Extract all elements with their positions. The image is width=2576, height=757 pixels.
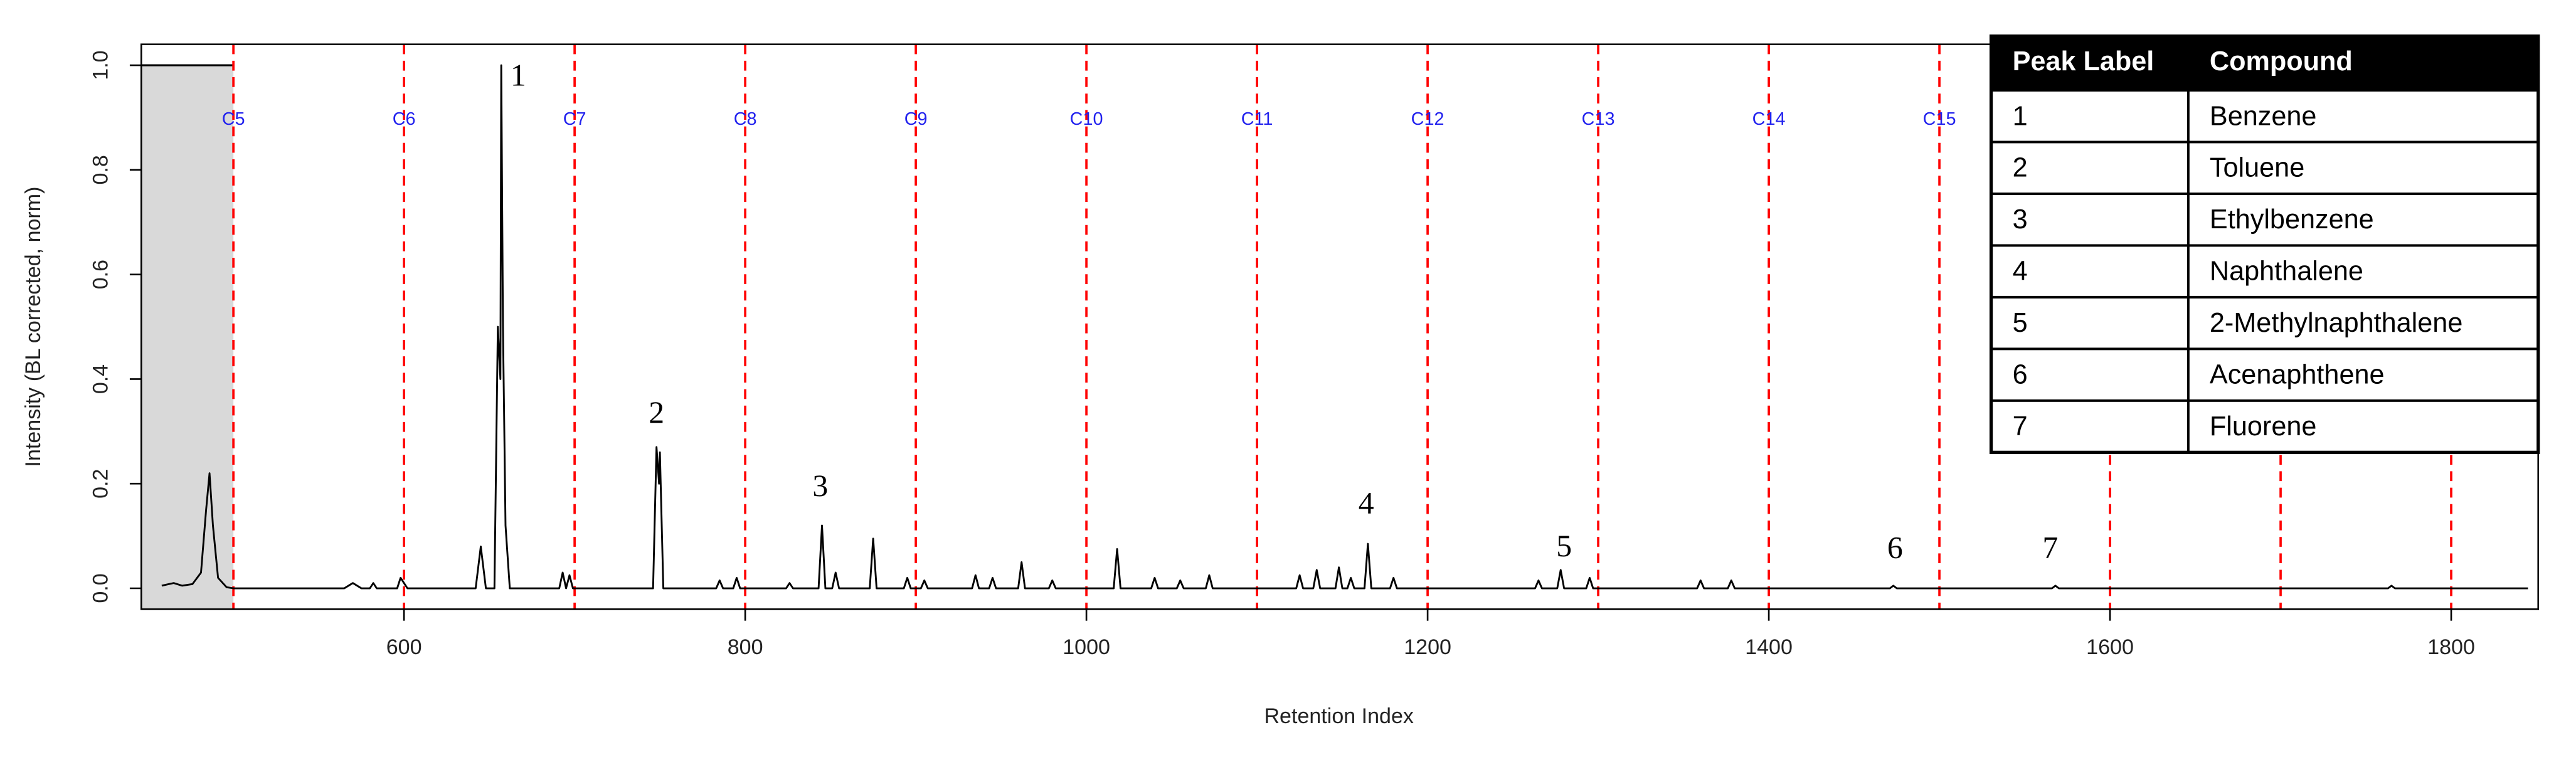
reference-label: C10	[1070, 109, 1103, 129]
reference-label: C9	[904, 109, 928, 129]
reference-label: C11	[1241, 109, 1273, 129]
table-row	[1990, 244, 2540, 299]
peak-annotation: 2	[649, 395, 664, 430]
peak-annotation: 4	[1359, 485, 1374, 520]
x-tick-label: 800	[728, 635, 763, 659]
table-header-cell: Compound	[2210, 46, 2353, 77]
table-cell: Naphthalene	[2210, 257, 2363, 287]
table-border	[1989, 34, 2540, 454]
table-row	[1990, 89, 2540, 144]
table-header-cell: Peak Label	[2013, 46, 2155, 77]
reference-label: C6	[393, 109, 416, 129]
reference-label: C5	[222, 109, 245, 129]
reference-label: C14	[1752, 109, 1786, 129]
reference-label: C15	[1923, 109, 1956, 129]
table-row	[1990, 192, 2540, 247]
y-axis-title: Intensity (BL corrected, norm)	[21, 187, 45, 467]
y-tick-label: 0.0	[88, 573, 112, 603]
table-cell: 2-Methylnaphthalene	[2210, 308, 2462, 338]
table-row	[1990, 140, 2540, 195]
table-cell: 5	[2013, 308, 2028, 338]
reference-label: C12	[1411, 109, 1444, 129]
y-tick-label: 1.0	[88, 50, 112, 80]
table-cell: 6	[2013, 360, 2028, 390]
table-cell: Benzene	[2210, 101, 2317, 131]
compound-table: Peak Label Compound 1 Benzene 2 Toluene 3 Ethyl…	[1989, 34, 2540, 454]
table-cell: Toluene	[2210, 153, 2304, 183]
x-tick-label: 600	[386, 635, 422, 659]
x-axis-title: Retention Index	[1264, 704, 1413, 728]
reference-label: C13	[1582, 109, 1615, 129]
table-cell: Ethylbenzene	[2210, 204, 2374, 235]
y-tick-label: 0.8	[88, 155, 112, 184]
table-header-bg	[1991, 36, 2538, 91]
chromatogram-line	[161, 64, 2528, 590]
reference-label: C7	[563, 109, 586, 129]
x-tick-label: 1600	[2086, 635, 2134, 659]
x-tick-label: 1200	[1404, 635, 1451, 659]
excluded-region	[141, 65, 234, 610]
table-cell: 4	[2013, 257, 2028, 287]
table-cell: 3	[2013, 204, 2028, 235]
table-cell: Fluorene	[2210, 411, 2316, 442]
peak-annotation: 6	[1887, 530, 1903, 564]
y-tick-label: 0.4	[88, 364, 112, 394]
x-tick-label: 1800	[2427, 635, 2475, 659]
peak-annotation: 5	[1556, 529, 1572, 563]
table-row	[1990, 347, 2540, 402]
reference-label: C8	[734, 109, 757, 129]
y-tick-label: 0.2	[88, 469, 112, 499]
peak-annotation: 1	[511, 58, 526, 92]
x-tick-label: 1000	[1063, 635, 1110, 659]
table-cell: Acenaphthene	[2210, 360, 2385, 390]
table-cell: 7	[2013, 411, 2028, 442]
peak-annotation: 3	[812, 468, 828, 503]
table-cell: 1	[2013, 101, 2028, 131]
table-cell: 2	[2013, 153, 2028, 183]
y-tick-label: 0.6	[88, 260, 112, 289]
peak-annotation: 7	[2042, 530, 2058, 564]
x-tick-label: 1400	[1745, 635, 1793, 659]
